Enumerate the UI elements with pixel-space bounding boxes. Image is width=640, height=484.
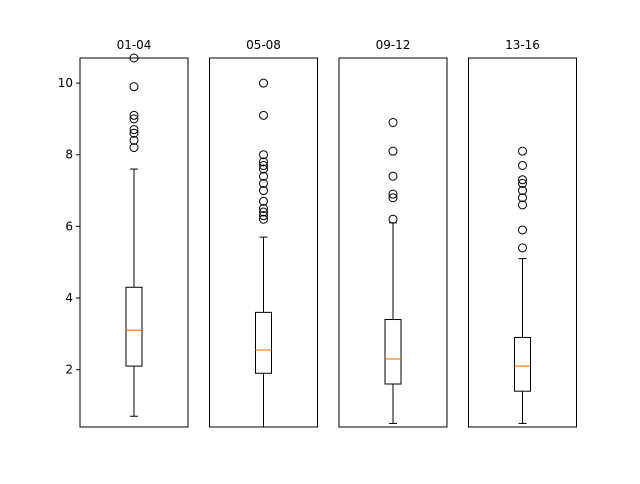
outlier-point [259, 78, 268, 88]
outlier-point [518, 175, 527, 185]
outlier-point [259, 157, 268, 167]
outlier-point [129, 82, 139, 92]
y-tick-label: 10 [58, 76, 73, 90]
iqr-box [255, 311, 272, 374]
outlier-point [129, 110, 139, 120]
outlier-point [518, 178, 527, 188]
outlier-point [518, 200, 527, 210]
outlier-point [259, 186, 268, 196]
outlier-point [518, 225, 527, 235]
panel-title: 09-12 [376, 38, 411, 52]
outlier-point [259, 211, 268, 221]
outlier-point [388, 214, 398, 224]
outlier-point [388, 193, 398, 203]
panel-frame [468, 57, 577, 428]
outlier-point [259, 150, 268, 160]
outlier-point [259, 207, 268, 217]
outlier-point [259, 110, 268, 120]
iqr-box [384, 319, 402, 385]
y-tick-label: 8 [65, 148, 73, 162]
panel-frame [338, 57, 448, 428]
outlier-point [259, 214, 268, 224]
outlier-point [388, 146, 398, 156]
outlier-point [129, 143, 139, 153]
outlier-point [518, 243, 527, 253]
outlier-point [518, 146, 527, 156]
panel-title: 05-08 [246, 38, 281, 52]
outlier-point [388, 171, 398, 181]
outlier-point [259, 171, 268, 181]
outlier-point [259, 178, 268, 188]
outlier-point [388, 117, 398, 127]
panel-title: 01-04 [117, 38, 152, 52]
y-tick-label: 6 [65, 219, 73, 233]
outlier-point [259, 160, 268, 170]
outlier-point [129, 114, 139, 124]
outlier-point [388, 189, 398, 199]
panel-frame [209, 57, 318, 428]
panel-title: 13-16 [505, 38, 540, 52]
outlier-point [259, 164, 268, 174]
outlier-point [518, 160, 527, 170]
outlier-point [129, 125, 139, 135]
outlier-point [259, 203, 268, 213]
outlier-point [518, 193, 527, 203]
outlier-point [518, 186, 527, 196]
y-tick-label: 4 [65, 291, 73, 305]
iqr-box [125, 286, 143, 367]
panel-frame [79, 57, 189, 428]
outlier-point [259, 196, 268, 206]
iqr-box [514, 336, 531, 392]
y-tick-label: 2 [65, 363, 73, 377]
outlier-point [129, 135, 139, 145]
outlier-point [129, 128, 139, 138]
